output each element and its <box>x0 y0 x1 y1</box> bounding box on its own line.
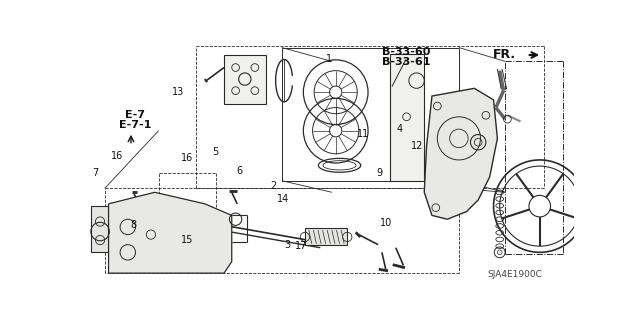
Text: 11: 11 <box>357 129 370 139</box>
Text: E-7: E-7 <box>125 110 145 120</box>
Text: B-33-60: B-33-60 <box>381 47 430 57</box>
Text: 10: 10 <box>380 218 392 227</box>
Polygon shape <box>424 88 497 219</box>
Polygon shape <box>224 55 266 104</box>
Text: 9: 9 <box>377 168 383 178</box>
Bar <box>91 206 120 252</box>
Text: 4: 4 <box>396 124 403 134</box>
Text: E-7-1: E-7-1 <box>118 120 151 130</box>
Text: 16: 16 <box>111 151 124 161</box>
Text: 2: 2 <box>271 181 277 191</box>
Text: 14: 14 <box>276 194 289 204</box>
Text: 1: 1 <box>326 54 332 64</box>
Text: 17: 17 <box>294 241 307 251</box>
Polygon shape <box>109 192 232 273</box>
Bar <box>390 54 424 181</box>
Text: B-33-61: B-33-61 <box>381 57 430 67</box>
Text: 7: 7 <box>92 168 99 178</box>
Text: 3: 3 <box>285 240 291 249</box>
Text: 16: 16 <box>181 153 194 163</box>
Text: 8: 8 <box>131 220 136 230</box>
Text: FR.: FR. <box>493 48 516 62</box>
Text: 6: 6 <box>236 166 243 176</box>
Bar <box>305 228 348 245</box>
Text: 5: 5 <box>212 147 219 158</box>
Text: 12: 12 <box>410 141 423 151</box>
Text: SJA4E1900C: SJA4E1900C <box>488 270 543 279</box>
Text: 15: 15 <box>181 235 194 245</box>
Text: 13: 13 <box>172 87 184 97</box>
